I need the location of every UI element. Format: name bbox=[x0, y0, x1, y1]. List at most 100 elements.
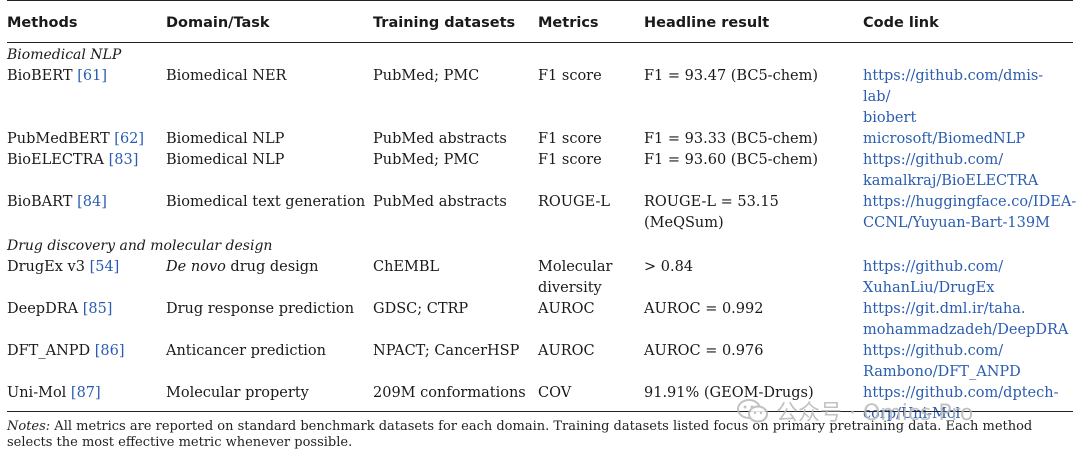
task-italic: De novo bbox=[166, 259, 226, 275]
method-cell: DeepDRA [85] bbox=[7, 299, 166, 341]
code-link[interactable]: biobert bbox=[863, 110, 917, 126]
methods-table: Methods Domain/Task Training datasets Me… bbox=[7, 0, 1077, 428]
citation-ref[interactable]: [62] bbox=[114, 131, 145, 147]
method-cell: PubMedBERT [62] bbox=[7, 129, 166, 150]
code-link[interactable]: mohammadzadeh/DeepDRA bbox=[863, 322, 1069, 338]
col-header-methods: Methods bbox=[7, 0, 166, 43]
code-link[interactable]: https://github.com/ bbox=[863, 259, 1004, 275]
code-link[interactable]: CCNL/Yuyuan-Bart-139M bbox=[863, 215, 1050, 231]
table-row: Uni-Mol [87] Molecular property 209M confo… bbox=[7, 383, 1073, 427]
wechat-icon bbox=[737, 399, 768, 423]
table-row: BioBERT [61] Biomedical NER PubMed; PMC F1 … bbox=[7, 66, 1073, 129]
method-name: PubMedBERT bbox=[7, 131, 110, 147]
citation-ref[interactable]: [87] bbox=[70, 385, 101, 401]
method-cell: BioBART [84] bbox=[7, 192, 166, 234]
datasets-cell: PubMed abstracts bbox=[373, 131, 507, 147]
method-name: BioELECTRA bbox=[7, 152, 104, 168]
metric-cell: AUROC bbox=[538, 301, 595, 317]
col-header-result: Headline result bbox=[644, 0, 863, 43]
method-cell: DFT_ANPD [86] bbox=[7, 341, 166, 383]
method-name: DFT_ANPD bbox=[7, 343, 91, 359]
citation-ref[interactable]: [54] bbox=[89, 259, 120, 275]
table-row: PubMedBERT [62] Biomedical NLP PubMed abst… bbox=[7, 129, 1073, 150]
code-link[interactable]: corp/Uni-Mol bbox=[863, 406, 961, 422]
result-cell: 91.91% (GEOM-Drugs) bbox=[644, 385, 814, 401]
citation-ref[interactable]: [84] bbox=[77, 194, 107, 210]
code-link[interactable]: https://github.com/ bbox=[863, 152, 1004, 168]
task-cell: Biomedical NLP bbox=[166, 129, 373, 150]
section-title: Biomedical NLP bbox=[7, 47, 122, 63]
task-cell: Molecular property bbox=[166, 383, 373, 427]
task-text: Biomedical NLP bbox=[166, 152, 285, 168]
code-link[interactable]: Rambono/DFT_ANPD bbox=[863, 364, 1021, 380]
table-notes: Notes: All metrics are reported on stand… bbox=[7, 419, 1073, 451]
citation-ref[interactable]: [83] bbox=[108, 152, 139, 168]
datasets-cell: PubMed; PMC bbox=[373, 152, 480, 168]
table-container: Methods Domain/Task Training datasets Me… bbox=[7, 0, 1077, 428]
datasets-cell: 209M conformations bbox=[373, 385, 526, 401]
task-text: Biomedical NLP bbox=[166, 131, 285, 147]
header-row: Methods Domain/Task Training datasets Me… bbox=[7, 0, 1073, 43]
table-body: Biomedical NLP BioBERT [61] Biomedical NER… bbox=[7, 43, 1077, 428]
datasets-cell: PubMed abstracts bbox=[373, 194, 507, 210]
result-cell: AUROC = 0.992 bbox=[644, 301, 764, 317]
notes-label: Notes: bbox=[7, 419, 51, 434]
method-cell: Uni-Mol [87] bbox=[7, 383, 166, 427]
method-name: BioBART bbox=[7, 194, 73, 210]
result-cell: F1 = 93.47 (BC5-chem) bbox=[644, 68, 819, 84]
notes-text: All metrics are reported on standard ben… bbox=[7, 419, 1033, 450]
code-link[interactable]: https://github.com/ bbox=[863, 343, 1004, 359]
task-text: Biomedical NER bbox=[166, 68, 287, 84]
table-row: DeepDRA [85] Drug response prediction GDSC… bbox=[7, 299, 1073, 341]
code-link[interactable]: microsoft/BiomedNLP bbox=[863, 131, 1026, 147]
result-cell: F1 = 93.33 (BC5-chem) bbox=[644, 131, 819, 147]
col-header-datasets: Training datasets bbox=[373, 0, 538, 43]
task-cell: De novo drug design bbox=[166, 257, 373, 299]
citation-ref[interactable]: [86] bbox=[94, 343, 125, 359]
datasets-cell: GDSC; CTRP bbox=[373, 301, 469, 317]
table-row: BioBART [84] Biomedical text generation Pu… bbox=[7, 192, 1077, 234]
section-title: Drug discovery and molecular design bbox=[7, 238, 273, 254]
code-link[interactable]: https://huggingface.co/IDEA- bbox=[863, 194, 1077, 210]
task-cell: Anticancer prediction bbox=[166, 341, 373, 383]
citation-ref[interactable]: [85] bbox=[82, 301, 113, 317]
code-link[interactable]: XuhanLiu/DrugEx bbox=[863, 280, 995, 296]
code-link[interactable]: https://github.com/dptech- bbox=[863, 385, 1059, 401]
metric-cell: F1 score bbox=[538, 152, 602, 168]
result-cell: > 0.84 bbox=[644, 259, 694, 275]
task-text: Biomedical text generation bbox=[166, 194, 366, 210]
task-text: Drug response prediction bbox=[166, 301, 355, 317]
table-row: DFT_ANPD [86] Anticancer prediction NPACT;… bbox=[7, 341, 1073, 383]
code-link-cell: https://github.com/dptech-corp/Uni-Mol bbox=[863, 383, 1073, 427]
method-cell: BioBERT [61] bbox=[7, 66, 166, 129]
code-link-cell: https://github.com/Rambono/DFT_ANPD bbox=[863, 341, 1073, 383]
code-link-cell: microsoft/BiomedNLP bbox=[863, 129, 1073, 150]
code-link[interactable]: kamalkraj/BioELECTRA bbox=[863, 173, 1039, 189]
metric-cell: Molecular diversity bbox=[538, 259, 613, 296]
section-header-row: Biomedical NLP bbox=[7, 43, 1073, 67]
watermark: 公众号 · Omics Pro bbox=[736, 395, 973, 427]
method-cell: DrugEx v3 [54] bbox=[7, 257, 166, 299]
code-link[interactable]: https://github.com/dmis-lab/ bbox=[863, 68, 1044, 105]
code-link-cell: https://huggingface.co/IDEA- CCNL/Yuyuan-… bbox=[863, 192, 1077, 234]
method-name: Uni-Mol bbox=[7, 385, 67, 401]
method-name: DrugEx v3 bbox=[7, 259, 85, 275]
method-name: DeepDRA bbox=[7, 301, 79, 317]
bottom-rule bbox=[7, 411, 1073, 412]
metric-cell: COV bbox=[538, 385, 572, 401]
method-cell: BioELECTRA [83] bbox=[7, 150, 166, 192]
result-cell: AUROC = 0.976 bbox=[644, 343, 764, 359]
section-header-row: Drug discovery and molecular design bbox=[7, 234, 1073, 257]
task-cell: Biomedical NLP bbox=[166, 150, 373, 192]
code-link-cell: https://github.com/XuhanLiu/DrugEx bbox=[863, 257, 1073, 299]
watermark-text: 公众号 · Omics Pro bbox=[776, 401, 974, 426]
code-link[interactable]: https://git.dml.ir/taha. bbox=[863, 301, 1026, 317]
metric-cell: AUROC bbox=[538, 343, 595, 359]
col-header-code-link: Code link bbox=[863, 0, 1073, 43]
citation-ref[interactable]: [61] bbox=[77, 68, 107, 84]
table-row: DrugEx v3 [54] De novo drug design ChEMBL M… bbox=[7, 257, 1073, 299]
task-cell: Drug response prediction bbox=[166, 299, 373, 341]
metric-cell: F1 score bbox=[538, 68, 602, 84]
result-cell: ROUGE-L = 53.15 (MeQSum) bbox=[644, 194, 779, 231]
task-cell: Biomedical NER bbox=[166, 66, 373, 129]
